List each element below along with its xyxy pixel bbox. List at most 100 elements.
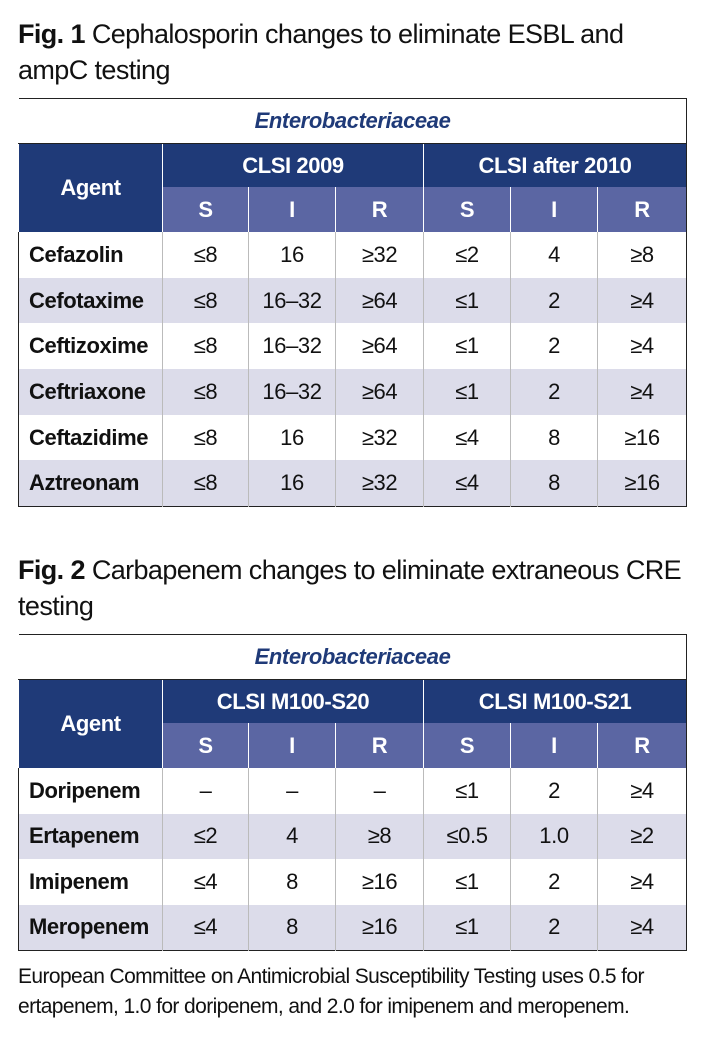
cell: ≤8 — [162, 460, 249, 507]
table-row: Ceftriaxone ≤8 16–32 ≥64 ≤1 2 ≥4 — [18, 369, 687, 415]
figure: Fig. 2 Carbapenem changes to eliminate e… — [17, 552, 688, 951]
cell: ≥64 — [335, 277, 424, 324]
cell: ≥8 — [596, 232, 687, 278]
cell: 16 — [248, 232, 336, 278]
cell: 2 — [510, 904, 598, 950]
cell: ≤1 — [423, 277, 511, 324]
cell: – — [335, 768, 424, 814]
cell: ≥64 — [335, 369, 424, 415]
cell: ≥32 — [335, 460, 424, 507]
cell: 2 — [510, 323, 598, 370]
table-row: Ertapenem ≤2 4 ≥8 ≤0.5 1.0 ≥2 — [18, 813, 687, 859]
figure: Fig. 1 Cephalosporin changes to eliminat… — [17, 16, 688, 507]
group-header: CLSI M100-S20 — [162, 679, 424, 723]
cell: 2 — [510, 369, 598, 415]
cell: ≤1 — [423, 904, 511, 950]
subheader: R — [335, 723, 424, 768]
cell: ≥64 — [335, 323, 424, 370]
table-row: Cefazolin ≤8 16 ≥32 ≤2 4 ≥8 — [19, 232, 687, 278]
table-row: Doripenem – – – ≤1 2 ≥4 — [19, 768, 687, 814]
cell: 16–32 — [248, 277, 336, 324]
cell: 2 — [510, 277, 598, 324]
cell: 4 — [510, 232, 598, 278]
caption-text: Carbapenem changes to eliminate extraneo… — [18, 555, 682, 621]
cell: 1.0 — [510, 813, 598, 859]
subheader: R — [596, 723, 687, 768]
agent-name: Ceftriaxone — [18, 369, 163, 415]
cell: ≤1 — [423, 369, 511, 415]
agent-name: Ceftizoxime — [29, 333, 149, 359]
subheader: S — [423, 187, 511, 232]
cell: ≤1 — [423, 768, 511, 814]
cell: 16 — [248, 460, 336, 507]
figure-label: Fig. 1 — [18, 19, 86, 49]
cell: 16–32 — [248, 323, 336, 370]
agent-name: Cefazolin — [29, 241, 124, 267]
organism: Enterobacteriaceae — [17, 634, 687, 680]
cell: ≥4 — [596, 369, 687, 415]
cell: ≥16 — [596, 414, 687, 461]
data-table: Enterobacteriaceae Agent CLSI M100-S20 CLSI… — [17, 634, 688, 951]
cell: ≤8 — [162, 369, 249, 415]
cell: ≥4 — [596, 859, 687, 905]
caption: Fig. 1 Cephalosporin changes to eliminat… — [18, 16, 686, 88]
cell: ≤1 — [423, 323, 511, 370]
cell: ≤8 — [162, 323, 249, 370]
cell: ≥32 — [335, 232, 424, 278]
cell: ≥16 — [335, 859, 424, 905]
agent-name: Meropenem — [18, 904, 163, 950]
cell: ≥4 — [596, 277, 687, 324]
cell: 4 — [248, 813, 336, 859]
cell: ≤4 — [162, 904, 249, 950]
cell: ≤8 — [162, 277, 249, 324]
cell: ≤0.5 — [423, 813, 511, 859]
cell: – — [248, 768, 336, 814]
subheader: I — [510, 723, 598, 768]
caption-text: Cephalosporin changes to eliminate ESBL … — [18, 19, 624, 85]
subheader: I — [248, 187, 336, 232]
footnote: European Committee on Antimicrobial Susc… — [18, 965, 644, 1018]
group-header: CLSI M100-S21 — [422, 679, 687, 723]
cell: ≥8 — [335, 813, 424, 859]
agent-name: Doripenem — [29, 777, 141, 803]
cell: ≥4 — [596, 323, 687, 370]
cell: ≥2 — [596, 813, 687, 859]
figure-label: Fig. 2 — [18, 555, 86, 585]
header-row: Agent CLSI M100-S20 CLSI M100-S21 — [18, 679, 687, 768]
cell: 8 — [510, 414, 598, 461]
cell: 8 — [248, 904, 336, 950]
cell: 2 — [510, 859, 598, 905]
cell: ≥4 — [596, 904, 687, 950]
agent-name: Ertapenem — [18, 813, 163, 859]
header-row: Enterobacteriaceae — [17, 98, 687, 144]
cell: ≤2 — [423, 232, 511, 278]
data-table: Enterobacteriaceae Agent CLSI 2009 CLSI aft… — [17, 98, 688, 507]
agent-name: Cefotaxime — [18, 277, 163, 324]
header-row: Agent CLSI 2009 CLSI after 2010 — [18, 143, 687, 232]
organism: Enterobacteriaceae — [17, 98, 687, 144]
cell: 8 — [510, 460, 598, 507]
table-row: Ceftazidime ≤8 16 ≥32 ≤4 8 ≥16 — [19, 414, 687, 461]
cell: ≥4 — [596, 768, 687, 814]
cell: ≤8 — [162, 232, 249, 278]
cell: ≤8 — [162, 414, 249, 461]
cell: 2 — [510, 768, 598, 814]
header-row: Enterobacteriaceae — [17, 634, 687, 680]
cell: – — [162, 768, 249, 814]
table-row: Ceftizoxime ≤8 16–32 ≥64 ≤1 2 ≥4 — [19, 323, 687, 370]
caption: Fig. 2 Carbapenem changes to eliminate e… — [18, 552, 686, 624]
subheader: S — [162, 723, 249, 768]
cell: 8 — [248, 859, 336, 905]
subheader: R — [335, 187, 424, 232]
subheader: S — [162, 187, 249, 232]
table-row: Aztreonam ≤8 16 ≥32 ≤4 8 ≥16 — [18, 460, 687, 507]
group-header: CLSI 2009 — [162, 143, 424, 187]
table-row: Meropenem ≤4 8 ≥16 ≤1 2 ≥4 — [18, 904, 687, 950]
subheader: I — [510, 187, 598, 232]
subheader: R — [596, 187, 687, 232]
cell: ≤4 — [423, 414, 511, 461]
cell: 16–32 — [248, 369, 336, 415]
